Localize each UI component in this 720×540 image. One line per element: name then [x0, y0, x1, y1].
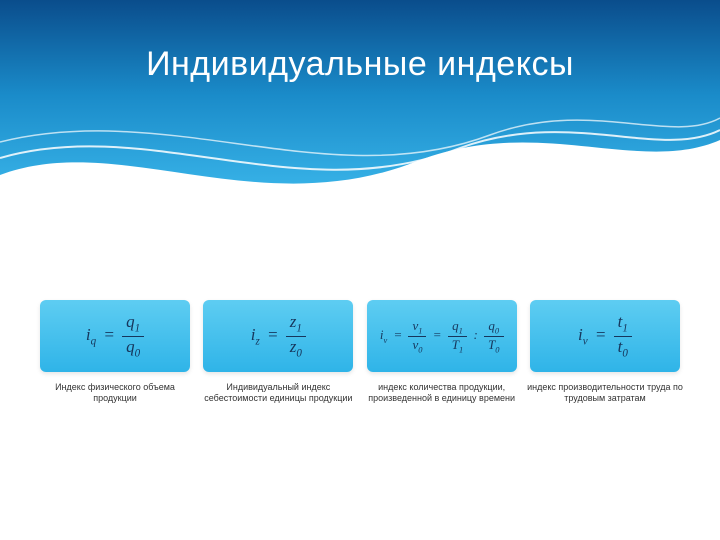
caption-iq: Индекс физического объема продукции	[35, 382, 195, 405]
cards-row: iq = q1 q0 Индекс физического объема про…	[40, 300, 680, 405]
card-iq: iq = q1 q0 Индекс физического объема про…	[40, 300, 190, 405]
formula-box-iq: iq = q1 q0	[40, 300, 190, 372]
card-iz: iz = z1 z0 Индивидуальный индекс себесто…	[203, 300, 353, 405]
formula-box-iv2: iv = t1 t0	[530, 300, 680, 372]
caption-iz: Индивидуальный индекс себестоимости един…	[198, 382, 358, 405]
caption-iv1: индекс количества продукции, произведенн…	[362, 382, 522, 405]
card-iv2: iv = t1 t0 индекс производительности тру…	[530, 300, 680, 405]
formula-box-iz: iz = z1 z0	[203, 300, 353, 372]
slide-title: Индивидуальные индексы	[0, 45, 720, 84]
formula-box-iv1: iv = v1 v0 = q1 T1 : q0 T0	[367, 300, 517, 372]
card-iv1: iv = v1 v0 = q1 T1 : q0 T0 индекс количе…	[367, 300, 517, 405]
caption-iv2: индекс производительности труда по трудо…	[525, 382, 685, 405]
header-wave-band	[0, 0, 720, 210]
